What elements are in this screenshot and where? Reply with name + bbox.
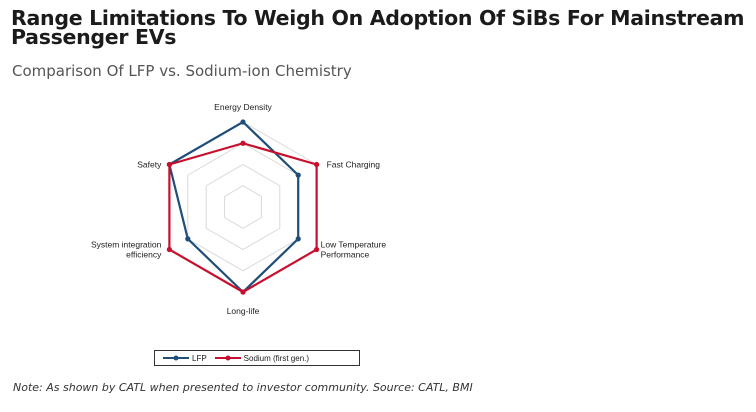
grid-ring — [187, 142, 299, 272]
legend-label: Sodium (first gen.) — [243, 353, 310, 363]
grid-ring — [168, 121, 318, 293]
series-line-lfp — [168, 120, 300, 294]
axis-label: efficiency — [126, 250, 162, 260]
data-point — [166, 161, 172, 168]
data-point — [185, 236, 191, 242]
chart-subtitle: Comparison Of LFP vs. Sodium-ion Chemist… — [12, 62, 352, 80]
axis-label: Low Temperature — [321, 240, 387, 250]
axis-label: Energy Density — [214, 102, 272, 112]
legend-swatch — [214, 355, 241, 361]
data-point — [166, 246, 172, 253]
axis-label: Long-life — [227, 306, 260, 316]
chart-legend: LFP Sodium (first gen.) — [154, 350, 360, 366]
chart-title: Range Limitations To Weigh On Adoption O… — [11, 6, 745, 49]
data-point — [240, 289, 246, 295]
axis-label: Fast Charging — [327, 160, 381, 170]
data-point — [295, 172, 301, 178]
data-point — [295, 236, 301, 242]
legend-label: LFP — [192, 353, 207, 363]
axis-label: System integration — [91, 240, 162, 250]
data-point — [314, 246, 320, 253]
grid-ring — [224, 185, 262, 229]
legend-swatch — [163, 355, 189, 361]
grid-ring — [205, 163, 281, 251]
data-point — [314, 161, 320, 168]
data-point — [240, 140, 246, 146]
source-note: Note: As shown by CATL when presented to… — [13, 381, 473, 394]
axis-label: Performance — [321, 250, 370, 260]
legend-item: Sodium (first gen.) — [214, 353, 310, 363]
legend-item: LFP — [163, 353, 207, 363]
data-point — [240, 119, 246, 125]
series-line-sodium — [168, 142, 318, 294]
axis-label: Safety — [137, 160, 162, 170]
radar-chart: Energy Density Fast Charging Low Temperatu… — [91, 102, 387, 316]
